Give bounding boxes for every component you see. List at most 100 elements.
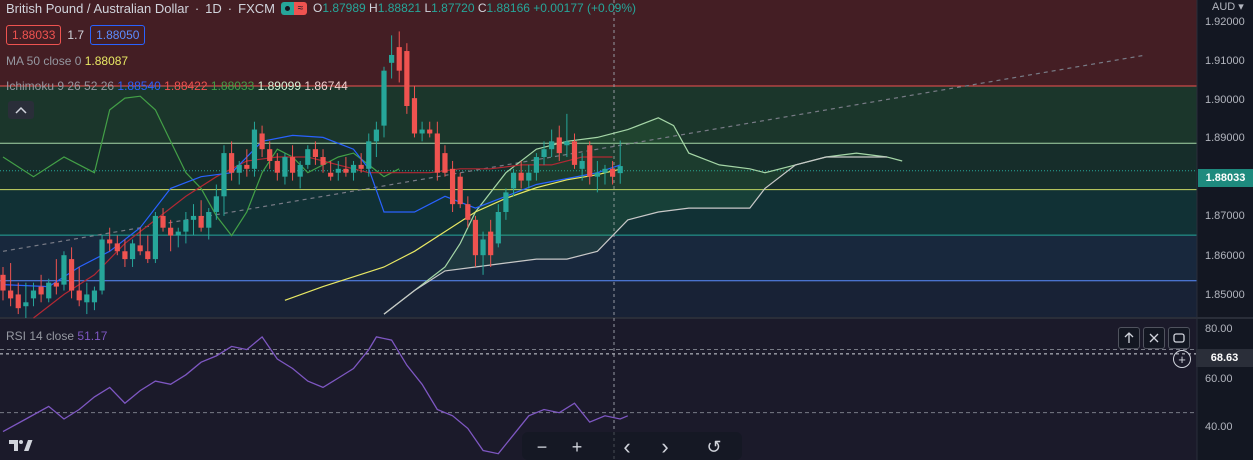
candle xyxy=(427,121,433,138)
candle-body xyxy=(571,141,578,165)
price-axis-label: 1.87000 xyxy=(1205,210,1245,222)
sell-button[interactable]: 1.88033 xyxy=(6,25,62,45)
span-a-value: 1.89099 xyxy=(257,79,302,93)
zoom-out-button[interactable]: − xyxy=(536,437,548,457)
scroll-left-button[interactable]: ‹ xyxy=(623,434,631,459)
candle xyxy=(267,141,273,169)
separator: · xyxy=(194,0,200,16)
candle-body xyxy=(328,172,334,177)
currency-label: AUD xyxy=(1212,1,1236,13)
candle-body xyxy=(526,172,532,181)
fib-zone xyxy=(0,143,1197,190)
candle-body xyxy=(107,239,113,244)
candle xyxy=(389,35,395,79)
candle-body xyxy=(259,133,265,150)
candle xyxy=(526,164,532,189)
candle-body xyxy=(396,47,402,71)
candle-body xyxy=(229,153,235,173)
market-status-badge[interactable]: ≈ xyxy=(280,1,307,15)
candle xyxy=(229,141,235,181)
interval-label[interactable]: 1D xyxy=(205,0,222,16)
pane-maximize-button[interactable] xyxy=(1168,327,1190,349)
ohlc-values: O1.87989 H1.88821 L1.87720 C1.88166 +0.0… xyxy=(313,1,636,15)
candle xyxy=(419,121,425,142)
candle xyxy=(472,215,479,267)
candle-body xyxy=(274,160,280,173)
chevron-up-icon xyxy=(15,106,27,114)
candle-body xyxy=(350,164,357,173)
candle xyxy=(213,184,219,220)
tradingview-logo[interactable] xyxy=(8,436,34,454)
candle-body xyxy=(53,282,59,287)
close-label: C xyxy=(477,1,487,15)
rsi-legend[interactable]: RSI 14 close 51.17 xyxy=(6,329,107,343)
candle xyxy=(503,188,509,220)
candle xyxy=(15,282,21,315)
candle xyxy=(564,113,570,158)
fib-zone xyxy=(0,85,1197,144)
candle-body xyxy=(320,157,326,165)
pane-close-button[interactable] xyxy=(1143,327,1165,349)
span-b-value: 1.86744 xyxy=(304,79,348,93)
zoom-in-button[interactable]: + xyxy=(571,437,583,457)
candle-body xyxy=(213,196,219,212)
price-axis-label: 1.92000 xyxy=(1205,16,1245,28)
candle xyxy=(541,141,547,165)
candle-body xyxy=(122,251,128,260)
change-value: +0.00177 (+0.09%) xyxy=(533,1,637,15)
candle-body xyxy=(152,215,158,260)
candle-body xyxy=(457,176,463,205)
candle xyxy=(84,282,90,315)
candle xyxy=(480,231,486,275)
candle xyxy=(114,235,120,256)
candle-body xyxy=(495,212,501,244)
chikou-line xyxy=(2,95,400,237)
candle xyxy=(137,227,143,256)
reset-chart-button[interactable]: ↺ xyxy=(706,437,722,457)
candle xyxy=(328,160,334,181)
candle-body xyxy=(30,290,37,299)
candle-body xyxy=(297,164,303,177)
candle-body xyxy=(282,157,288,177)
open-label: O xyxy=(312,1,323,15)
collapse-legend-button[interactable] xyxy=(8,101,34,119)
candle xyxy=(46,278,52,303)
candle xyxy=(99,235,105,295)
candle xyxy=(61,251,67,291)
candle-body xyxy=(23,302,29,307)
candle xyxy=(206,208,212,240)
candle-body xyxy=(61,255,67,285)
candle xyxy=(587,141,593,185)
candle xyxy=(91,286,98,311)
candle xyxy=(373,121,379,158)
plus-circle-icon[interactable]: + xyxy=(1173,350,1191,368)
symbol-name[interactable]: British Pound / Australian Dollar xyxy=(6,0,189,16)
candlesticks xyxy=(0,31,623,318)
rsi-axis-label: 80.00 xyxy=(1205,323,1233,335)
candle-body xyxy=(564,141,570,146)
market-open-icon xyxy=(280,1,294,15)
low-value: 1.87720 xyxy=(431,1,475,15)
candle-body xyxy=(289,157,296,173)
senkou-span-b-line xyxy=(383,156,887,315)
rsi-value: 51.17 xyxy=(77,329,108,343)
candle-body xyxy=(541,149,547,158)
ma-legend[interactable]: MA 50 close 0 1.88087 xyxy=(6,54,128,68)
ichimoku-legend[interactable]: Ichimoku 9 26 52 26 1.88540 1.88422 1.88… xyxy=(6,79,348,93)
pane-move-up-button[interactable] xyxy=(1118,327,1140,349)
candle-body xyxy=(419,129,425,134)
candle xyxy=(76,266,82,307)
scroll-right-button[interactable]: › xyxy=(661,434,669,459)
candle xyxy=(305,145,311,169)
buy-button[interactable]: 1.88050 xyxy=(90,25,146,45)
candle xyxy=(160,208,166,232)
candle-body xyxy=(602,168,608,173)
price-axis-label: 1.85000 xyxy=(1205,289,1245,301)
currency-selector[interactable]: AUD ▾ xyxy=(1210,0,1246,13)
candle-body xyxy=(305,149,311,165)
candle-body xyxy=(449,168,456,205)
candle-body xyxy=(38,286,44,295)
candle xyxy=(457,172,463,209)
candle xyxy=(312,141,319,165)
